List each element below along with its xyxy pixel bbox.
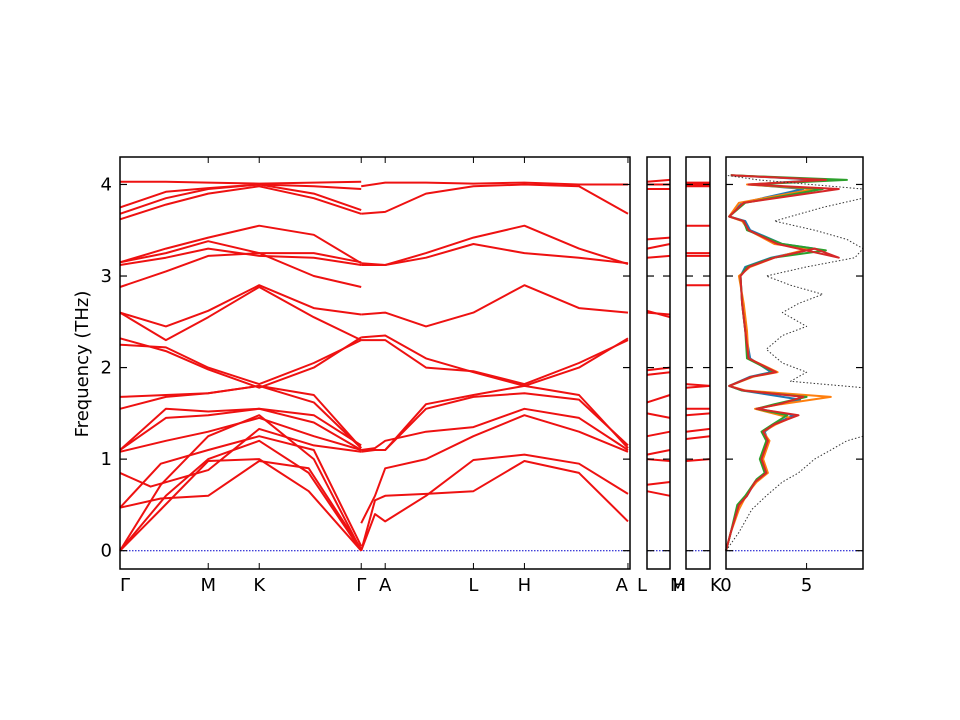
x-tick-label: A (616, 575, 629, 596)
phonon-band-11 (119, 384, 362, 449)
phonon-band-14 (119, 284, 362, 328)
y-tick-label: 1 (101, 449, 112, 470)
phonon-band-9 (119, 407, 362, 451)
phonon-band-26 (360, 414, 629, 524)
phonon-band-5 (119, 435, 363, 547)
x-tick-label: K (710, 575, 723, 596)
phonon-band-27 (361, 407, 629, 451)
x-tick-label: L (637, 575, 647, 596)
phonon-band-25 (360, 453, 629, 552)
phonon-band-6 (119, 427, 362, 488)
y-tick-label: 4 (101, 174, 112, 195)
phonon-band-13 (119, 339, 362, 386)
phonon-band-4 (646, 449, 671, 456)
phonon-band-24 (360, 460, 629, 551)
y-axis-label: Frequency (THz) (72, 291, 93, 438)
x-tick-label: M (670, 575, 686, 596)
phonon-band-4 (119, 460, 363, 550)
phonon-band-13 (646, 243, 671, 250)
phonon-band-1 (119, 458, 362, 552)
x-tick-label: H (518, 575, 532, 596)
panel-frame (685, 156, 711, 570)
phonon-band-32 (361, 284, 629, 328)
x-tick-label: Γ (356, 575, 366, 596)
phonon-band-34 (361, 224, 629, 266)
phonon-band-20 (119, 185, 362, 221)
partial-dos-curve-4 (725, 174, 840, 551)
phonon-band-17 (119, 247, 362, 266)
phonon-band-22 (119, 183, 362, 209)
phonon-band-15 (119, 286, 362, 342)
phonon-band-5 (646, 430, 671, 438)
phonon-band-4 (685, 412, 711, 417)
y-tick-label: 3 (101, 266, 112, 287)
x-tick-label: L (468, 575, 478, 596)
x-tick-label: Γ (120, 575, 130, 596)
y-tick-label: 0 (101, 541, 112, 562)
panel-frame (725, 156, 864, 570)
phonon-band-7 (685, 383, 711, 387)
phonon-band-7 (119, 416, 362, 453)
y-tick-label: 2 (101, 358, 112, 379)
phonon-band-6 (646, 412, 671, 419)
phonon-band-1 (646, 490, 671, 497)
phonon-band-31 (361, 339, 629, 386)
phonon-band-19 (119, 224, 362, 265)
phonon-band-3 (685, 427, 711, 433)
x-tick-label: M (200, 575, 216, 596)
x-tick-label: H (672, 575, 686, 596)
phonon-band-12 (646, 254, 671, 259)
phonon-band-36 (361, 181, 628, 188)
phonon-band-12 (119, 336, 362, 389)
phonon-band-7 (646, 394, 671, 404)
phonon-band-8 (646, 371, 671, 376)
total-dos-curve (725, 174, 864, 551)
phonon-band-17 (646, 178, 671, 183)
phonon-band-16 (119, 252, 362, 288)
phonon-band-8 (119, 407, 362, 451)
panel-frame (646, 156, 671, 570)
x-tick-label: A (379, 575, 392, 596)
phonon-band-11 (646, 309, 671, 319)
x-tick-label: K (253, 575, 266, 596)
phonon-band-18 (119, 240, 362, 264)
phonon-band-2 (685, 435, 711, 440)
dos-x-tick-label: 0 (720, 575, 731, 596)
dos-x-tick-label: 5 (801, 575, 812, 596)
phonon-band-14 (646, 236, 671, 241)
phonon-band-35 (361, 183, 629, 215)
phonon-band-23 (120, 180, 362, 185)
phonon-band-2 (646, 481, 671, 486)
panel-frame (119, 156, 631, 570)
phonon-band-29 (361, 384, 629, 451)
